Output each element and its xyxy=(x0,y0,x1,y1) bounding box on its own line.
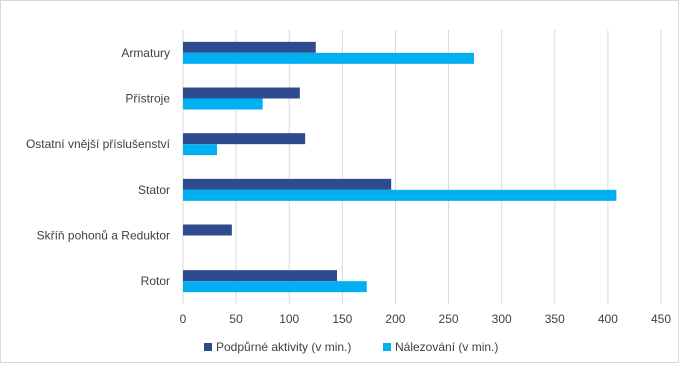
category-label: Přístroje xyxy=(125,92,170,106)
x-tick-label: 300 xyxy=(492,312,512,326)
category-label: Rotor xyxy=(141,274,170,288)
bar xyxy=(183,224,232,236)
bar xyxy=(183,133,306,145)
bar xyxy=(183,87,300,99)
bar xyxy=(183,178,392,190)
category-label: Stator xyxy=(138,183,170,197)
legend-swatch-series-2 xyxy=(383,343,391,351)
x-tick-label: 400 xyxy=(598,312,618,326)
category-label: Armatury xyxy=(121,46,170,60)
bar xyxy=(183,52,475,64)
bars xyxy=(183,41,617,293)
x-tick-label: 0 xyxy=(180,312,187,326)
x-tick-labels: 0 50 100 150 200 250 300 350 400 450 xyxy=(180,312,672,326)
x-tick-label: 150 xyxy=(332,312,352,326)
legend: Podpůrné aktivity (v min.) Nálezování (v… xyxy=(204,340,498,354)
bar xyxy=(183,189,617,201)
category-label: Ostatní vnější příslušenství xyxy=(26,137,171,151)
x-tick-label: 350 xyxy=(545,312,565,326)
bar xyxy=(183,270,338,282)
category-label: Skříň pohonů a Reduktor xyxy=(37,229,170,243)
legend-label-series-1: Podpůrné aktivity (v min.) xyxy=(216,340,351,354)
gridlines xyxy=(182,30,662,304)
x-tick-label: 200 xyxy=(385,312,405,326)
bar xyxy=(183,281,367,293)
legend-swatch-series-1 xyxy=(204,343,212,351)
x-tick-label: 50 xyxy=(229,312,243,326)
x-tick-label: 450 xyxy=(651,312,671,326)
legend-label-series-2: Nálezování (v min.) xyxy=(395,340,498,354)
x-tick-label: 100 xyxy=(279,312,299,326)
bar xyxy=(183,41,316,53)
x-tick-label: 250 xyxy=(439,312,459,326)
bar xyxy=(183,98,263,110)
bar xyxy=(183,144,217,156)
category-labels: Armatury Přístroje Ostatní vnější přísluše… xyxy=(26,46,171,288)
